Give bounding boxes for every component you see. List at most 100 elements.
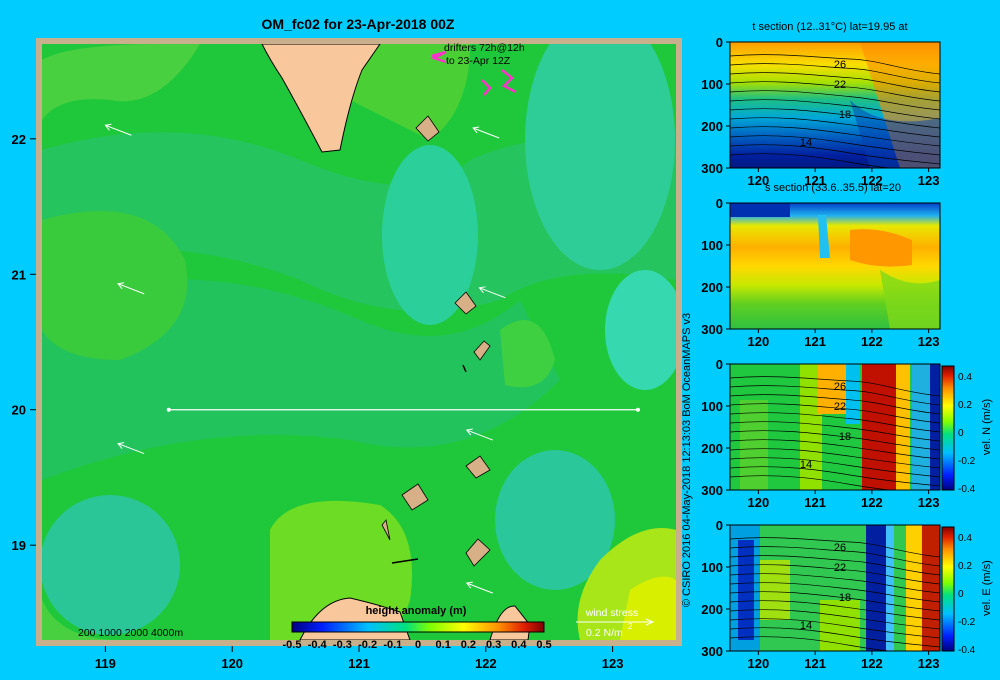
vel-e-section-region <box>738 540 754 640</box>
contour-line <box>730 430 940 451</box>
drifters-label-line1: drifters 72h@12h <box>444 42 525 54</box>
credit-text: © CSIRO 2016 04-May-2018 12:13:03 BoM Oc… <box>681 313 693 607</box>
map-title: OM_fc02 for 23-Apr-2018 00Z <box>262 16 455 32</box>
section-x-tick-label: 120 <box>748 495 770 510</box>
contour-line <box>730 573 940 594</box>
map-y-tick-label: 20 <box>12 403 26 418</box>
drifters-label-line2: to 23-Apr 12Z <box>446 55 511 67</box>
section-x-tick-label: 122 <box>861 334 883 349</box>
vel-n-section-contours <box>730 376 940 490</box>
drifter-track <box>501 69 517 94</box>
wind-stress-exponent: 2 <box>628 622 633 631</box>
contour-line <box>730 385 940 406</box>
map-x-tick-label: 122 <box>475 656 497 671</box>
vel-e-colorbar-ticks: 0.4 0.2 0 -0.2 -0.4 <box>958 533 976 656</box>
contour-line <box>730 153 893 168</box>
colorbar-tick-label: 0 <box>958 428 964 439</box>
vel-n-colorbar <box>941 365 955 491</box>
section-y-tick-label: 200 <box>701 602 723 617</box>
wind-vector-head <box>472 126 480 134</box>
section-x-tick-label: 123 <box>918 334 940 349</box>
t-section-contour-labels: 26 22 18 14 <box>800 59 851 149</box>
s-section-region <box>730 203 790 217</box>
contour-label: 22 <box>834 401 846 413</box>
wind-stress-arrow-head <box>645 618 655 626</box>
anomaly-region <box>495 450 615 590</box>
drifter-track <box>430 50 447 64</box>
vel-e-section-ticks: 120 121 122 123 0 100 200 300 <box>701 518 939 671</box>
section-y-tick-label: 0 <box>716 35 723 50</box>
vel-n-section-ticks: 120 121 122 123 0 100 200 300 <box>701 357 939 510</box>
vel-e-section-region <box>922 525 940 651</box>
section-x-tick-label: 120 <box>748 173 770 188</box>
colorbar-tick-label: 0.5 <box>536 639 551 651</box>
island <box>462 364 467 373</box>
section-line-end <box>166 407 171 412</box>
colorbar-tick-label: 0.2 <box>958 561 972 572</box>
anomaly-region <box>42 132 676 312</box>
contour-line <box>730 439 940 460</box>
colorbar-tick-label: 0 <box>415 639 421 651</box>
contour-line <box>730 90 940 111</box>
vel-n-section-region <box>930 364 940 490</box>
wind-vector-head <box>117 282 125 290</box>
wind-vector <box>117 283 145 295</box>
vel-e-section-panel: 0.4 0.2 0 -0.2 -0.4 vel. E (m/s) 26 22 18 14 12… <box>701 518 993 671</box>
section-line <box>166 407 640 412</box>
s-section-region <box>818 215 830 258</box>
section-y-tick-label: 100 <box>701 238 723 253</box>
vel-n-section-region <box>800 364 822 490</box>
contour-label: 22 <box>834 79 846 91</box>
anomaly-region <box>42 495 180 635</box>
contour-label: 14 <box>800 137 812 149</box>
contour-line <box>730 81 940 102</box>
section-y-tick-label: 0 <box>716 518 723 533</box>
colorbar-tick-label: -0.4 <box>958 484 976 495</box>
wind-vector-head <box>117 442 125 449</box>
map-y-tick-label: 19 <box>12 538 26 553</box>
anomaly-region <box>605 270 676 390</box>
anomaly-region <box>525 44 675 270</box>
anomaly-region <box>42 44 200 120</box>
anomaly-region <box>42 211 188 360</box>
contour-line <box>730 618 940 639</box>
colorbar-tick-label: -0.5 <box>283 639 302 651</box>
contour-line <box>730 591 940 612</box>
height-anomaly-colorbar-ticks: -0.5 -0.4 -0.3 -0.2 -0.1 0 0.1 0.2 0.3 0.4 0.5 <box>283 639 552 651</box>
contour-line <box>730 126 940 147</box>
height-anomaly-colorbar <box>291 621 545 633</box>
map-x-tick-label: 120 <box>221 656 243 671</box>
section-y-tick-label: 300 <box>701 644 723 659</box>
anomaly-region <box>620 576 676 640</box>
drifter-track <box>481 79 492 96</box>
colorbar-tick-label: 0.1 <box>436 639 451 651</box>
colorbar-tick-label: 0.2 <box>958 400 972 411</box>
vel-e-section-region <box>866 525 886 651</box>
contour-line <box>730 627 940 648</box>
contour-label: 26 <box>834 381 846 393</box>
contour-label: 14 <box>800 459 812 471</box>
wind-vector <box>466 582 493 594</box>
contour-label: 26 <box>834 542 846 554</box>
island <box>401 483 429 511</box>
wind-vector-head <box>478 286 486 294</box>
wind-vectors <box>104 123 506 594</box>
wind-vector <box>466 429 493 441</box>
section-x-tick-label: 123 <box>918 173 940 188</box>
island <box>473 340 491 361</box>
vel-e-section-contour-labels: 26 22 18 14 <box>800 542 851 632</box>
colorbar-tick-label: 0.2 <box>461 639 476 651</box>
section-y-tick-label: 300 <box>701 161 723 176</box>
section-x-tick-label: 121 <box>804 656 826 671</box>
contour-line <box>730 466 940 487</box>
wind-vector-head <box>465 428 473 436</box>
colorbar-tick-label: -0.3 <box>333 639 352 651</box>
section-y-tick-label: 300 <box>701 483 723 498</box>
section-y-tick-label: 200 <box>701 441 723 456</box>
contour-line <box>730 457 940 478</box>
contour-line <box>730 600 940 621</box>
map-x-ticks: 119 120 121 122 123 <box>95 646 623 671</box>
height-anomaly-map: drifters 72h@12h to 23-Apr 12Z 200 1000 … <box>12 38 682 671</box>
s-section-ticks: 120 121 122 123 0 100 200 300 <box>701 196 939 349</box>
contour-line <box>730 99 940 120</box>
